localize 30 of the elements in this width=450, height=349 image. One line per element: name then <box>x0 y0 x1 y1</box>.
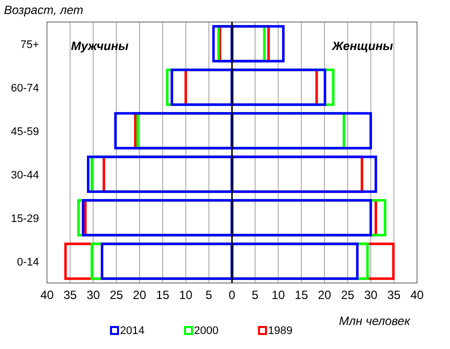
x-tick-label: 30 <box>364 288 378 302</box>
x-tick-label: 35 <box>387 288 401 302</box>
x-tick-label: 10 <box>179 288 193 302</box>
x-tick-label: 30 <box>86 288 100 302</box>
y-tick-label: 0-14 <box>16 256 39 268</box>
x-tick-label: 20 <box>132 288 146 302</box>
x-tick-label: 35 <box>63 288 78 302</box>
y-axis-title: Возраст, лет <box>4 3 84 17</box>
x-tick-label: 15 <box>156 288 170 302</box>
x-tick-label: 40 <box>40 288 54 302</box>
x-tick-label: 20 <box>318 288 332 302</box>
y-tick-label: 60-74 <box>10 82 39 94</box>
x-tick-label: 25 <box>110 288 124 302</box>
y-tick-label: 15-29 <box>10 212 39 225</box>
annotation: Мужчины <box>71 39 130 53</box>
y-tick-label: 75+ <box>20 38 39 51</box>
y-tick-label: 45-59 <box>10 126 39 138</box>
legend-label: 2000 <box>194 325 218 337</box>
x-tick-label: 15 <box>294 288 308 302</box>
x-tick-label: 40 <box>410 288 424 302</box>
x-tick-label: 5 <box>206 288 213 302</box>
legend-label: 1989 <box>268 325 292 337</box>
x-tick-label: 5 <box>252 288 259 302</box>
y-tick-label: 30-44 <box>10 169 39 182</box>
x-tick-label: 0 <box>228 288 236 302</box>
x-tick-label: 10 <box>272 288 286 302</box>
legend-label: 2014 <box>120 325 144 337</box>
x-tick-label: 25 <box>340 288 355 302</box>
x-axis-title: Млн человек <box>339 314 412 328</box>
annotation: Женщины <box>331 39 394 53</box>
